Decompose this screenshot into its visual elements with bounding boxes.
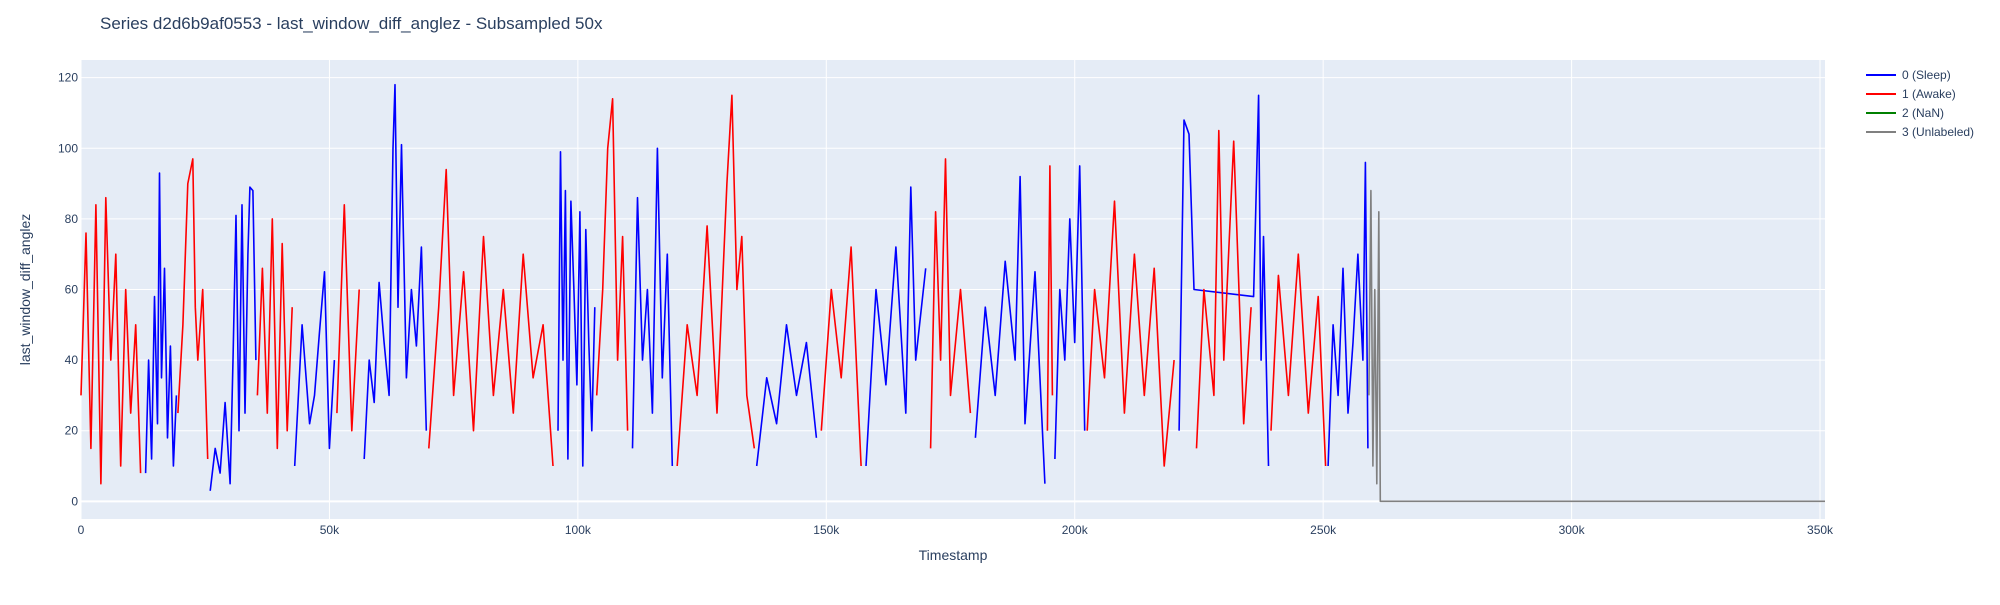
series-line-1-awake (929, 158, 972, 449)
series-line-0-sleep (1327, 161, 1369, 467)
series-line-1-awake (80, 196, 142, 485)
x-tick-label: 300k (1559, 523, 1586, 537)
series-line-1-awake (820, 246, 862, 467)
series-line-1-awake (595, 98, 629, 431)
x-tick-label: 350k (1807, 523, 1834, 537)
y-tick-label: 100 (58, 141, 78, 155)
axis-ticks: 0 50k 100k 150k 200k 250k 300k 350k 0 20 40 60 80 100… (58, 71, 1834, 537)
series-line-0-sleep (865, 186, 927, 467)
legend-label: 3 (Unlabeled) (1902, 125, 1974, 139)
x-tick-label: 100k (565, 523, 592, 537)
series-line-0-sleep (755, 323, 818, 467)
series-line-0-sleep (293, 270, 336, 467)
legend[interactable]: 0 (Sleep) 1 (Awake) 2 (NaN) 3 (Unlabeled) (1866, 68, 1974, 139)
legend-label: 0 (Sleep) (1902, 68, 1951, 82)
y-tick-label: 60 (65, 283, 79, 297)
y-tick-label: 40 (65, 353, 79, 367)
legend-item[interactable]: 3 (Unlabeled) (1866, 125, 1974, 139)
x-tick-label: 0 (78, 523, 85, 537)
series-line-1-awake (1086, 200, 1175, 467)
series-line-3-unlabeled (1368, 189, 1825, 503)
x-tick-label: 250k (1310, 523, 1337, 537)
series-line-1-awake (428, 168, 554, 467)
legend-item[interactable]: 1 (Awake) (1866, 87, 1956, 101)
series-line-0-sleep (631, 147, 674, 467)
series-lines (80, 83, 1825, 503)
series-line-1-awake (177, 158, 209, 460)
legend-label: 2 (NaN) (1902, 106, 1944, 120)
legend-label: 1 (Awake) (1902, 87, 1956, 101)
series-line-0-sleep (557, 151, 596, 467)
x-tick-label: 200k (1062, 523, 1089, 537)
series-line-1-awake (336, 204, 360, 432)
series-line-1-awake (256, 218, 293, 450)
x-axis-title: Timestamp (919, 547, 988, 563)
x-tick-label: 50k (320, 523, 340, 537)
y-tick-label: 0 (71, 494, 78, 508)
legend-item[interactable]: 2 (NaN) (1866, 106, 1944, 120)
y-tick-label: 80 (65, 212, 79, 226)
series-line-1-awake (1270, 253, 1327, 467)
series-line-1-awake (1195, 129, 1252, 449)
legend-item[interactable]: 0 (Sleep) (1866, 68, 1951, 82)
chart-title: Series d2d6b9af0553 - last_window_diff_a… (100, 14, 603, 33)
series-line-1-awake (1046, 165, 1054, 431)
series-line-1-awake (676, 94, 756, 467)
y-tick-label: 120 (58, 71, 78, 85)
y-axis-title: last_window_diff_anglez (17, 214, 33, 366)
series-line-0-sleep (974, 175, 1046, 484)
series-line-0-sleep (144, 172, 178, 474)
x-tick-label: 150k (813, 523, 840, 537)
series-line-0-sleep (1178, 94, 1270, 467)
y-tick-label: 20 (65, 424, 79, 438)
series-line-0-sleep (363, 83, 428, 460)
series-line-0-sleep (1054, 165, 1086, 460)
series-line-0-sleep (209, 186, 257, 491)
